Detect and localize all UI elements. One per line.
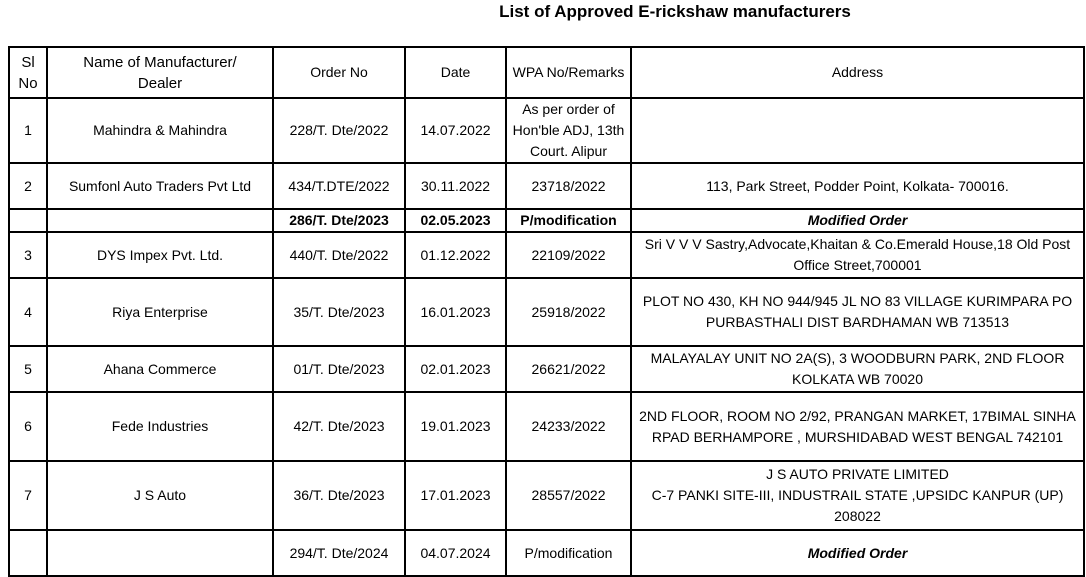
cell-date: 02.01.2023 [404, 345, 507, 393]
table-row: 5 Ahana Commerce 01/T. Dte/2023 02.01.2023 2… [8, 345, 1085, 393]
header-wpa: WPA No/Remarks [505, 46, 632, 99]
cell-date: 04.07.2024 [404, 529, 507, 577]
header-name: Name of Manufacturer/ Dealer [46, 46, 274, 99]
table-row: 3 DYS Impex Pvt. Ltd. 440/T. Dte/2022 01.12… [8, 231, 1085, 279]
cell-name [46, 208, 274, 233]
cell-address: Modified Order [630, 529, 1085, 577]
cell-date: 19.01.2023 [404, 391, 507, 462]
cell-name: DYS Impex Pvt. Ltd. [46, 231, 274, 279]
cell-order-no: 440/T. Dte/2022 [272, 231, 406, 279]
cell-sl-no: 6 [8, 391, 48, 462]
cell-address [630, 97, 1085, 164]
page-title: List of Approved E-rickshaw manufacturer… [499, 2, 851, 21]
cell-date: 30.11.2022 [404, 162, 507, 210]
table-row: 4 Riya Enterprise 35/T. Dte/2023 16.01.2023… [8, 277, 1085, 347]
address-line: J S AUTO PRIVATE LIMITED [766, 466, 949, 482]
cell-order-no: 42/T. Dte/2023 [272, 391, 406, 462]
cell-wpa-remarks: 24233/2022 [505, 391, 632, 462]
cell-address: Modified Order [630, 208, 1085, 233]
header-address: Address [630, 46, 1085, 99]
cell-sl-no: 1 [8, 97, 48, 164]
cell-date: 02.05.2023 [404, 208, 507, 233]
cell-sl-no: 5 [8, 345, 48, 393]
cell-address: PLOT NO 430, KH NO 944/945 JL NO 83 VILL… [630, 277, 1085, 347]
cell-address: 2ND FLOOR, ROOM NO 2/92, PRANGAN MARKET,… [630, 391, 1085, 462]
cell-wpa-remarks: 26621/2022 [505, 345, 632, 393]
cell-order-no: 228/T. Dte/2022 [272, 97, 406, 164]
cell-wpa-remarks: P/modification [505, 208, 632, 233]
cell-sl-no: 2 [8, 162, 48, 210]
header-order-no: Order No [272, 46, 406, 99]
cell-wpa-remarks: 25918/2022 [505, 277, 632, 347]
table-row: 6 Fede Industries 42/T. Dte/2023 19.01.2023… [8, 391, 1085, 462]
address-line: C-7 PANKI SITE-III, INDUSTRAIL STATE ,UP… [651, 487, 1064, 524]
cell-sl-no: 4 [8, 277, 48, 347]
cell-name: Ahana Commerce [46, 345, 274, 393]
cell-order-no: 294/T. Dte/2024 [272, 529, 406, 577]
cell-wpa-remarks: 22109/2022 [505, 231, 632, 279]
header-row: Sl No Name of Manufacturer/ Dealer Order… [8, 46, 1085, 99]
cell-name: Mahindra & Mahindra [46, 97, 274, 164]
cell-sl-no [8, 529, 48, 577]
cell-wpa-remarks: As per order of Hon'ble ADJ, 13th Court.… [505, 97, 632, 164]
cell-name [46, 529, 274, 577]
cell-wpa-remarks: P/modification [505, 529, 632, 577]
cell-date: 17.01.2023 [404, 460, 507, 531]
cell-wpa-remarks: 23718/2022 [505, 162, 632, 210]
cell-date: 01.12.2022 [404, 231, 507, 279]
cell-order-no: 35/T. Dte/2023 [272, 277, 406, 347]
cell-order-no: 434/T.DTE/2022 [272, 162, 406, 210]
table-row: 286/T. Dte/2023 02.05.2023 P/modification M… [8, 208, 1085, 233]
cell-sl-no [8, 208, 48, 233]
cell-name: J S Auto [46, 460, 274, 531]
cell-order-no: 286/T. Dte/2023 [272, 208, 406, 233]
cell-sl-no: 7 [8, 460, 48, 531]
cell-address: MALAYALAY UNIT NO 2A(S), 3 WOODBURN PARK… [630, 345, 1085, 393]
cell-date: 16.01.2023 [404, 277, 507, 347]
cell-order-no: 01/T. Dte/2023 [272, 345, 406, 393]
table-row: 1 Mahindra & Mahindra 228/T. Dte/2022 14.07… [8, 97, 1085, 164]
manufacturers-table: Sl No Name of Manufacturer/ Dealer Order… [8, 46, 1085, 577]
header-sl-no: Sl No [8, 46, 48, 99]
cell-address: 113, Park Street, Podder Point, Kolkata-… [630, 162, 1085, 210]
cell-name: Sumfonl Auto Traders Pvt Ltd [46, 162, 274, 210]
table-row: 2 Sumfonl Auto Traders Pvt Ltd 434/T.DTE/2… [8, 162, 1085, 210]
cell-order-no: 36/T. Dte/2023 [272, 460, 406, 531]
cell-date: 14.07.2022 [404, 97, 507, 164]
header-date: Date [404, 46, 507, 99]
cell-name: Fede Industries [46, 391, 274, 462]
table-row: 294/T. Dte/2024 04.07.2024 P/modification M… [8, 529, 1085, 577]
cell-address: Sri V V V Sastry,Advocate,Khaitan & Co.E… [630, 231, 1085, 279]
cell-name: Riya Enterprise [46, 277, 274, 347]
cell-wpa-remarks: 28557/2022 [505, 460, 632, 531]
cell-sl-no: 3 [8, 231, 48, 279]
cell-address: J S AUTO PRIVATE LIMITED C-7 PANKI SITE-I… [630, 460, 1085, 531]
